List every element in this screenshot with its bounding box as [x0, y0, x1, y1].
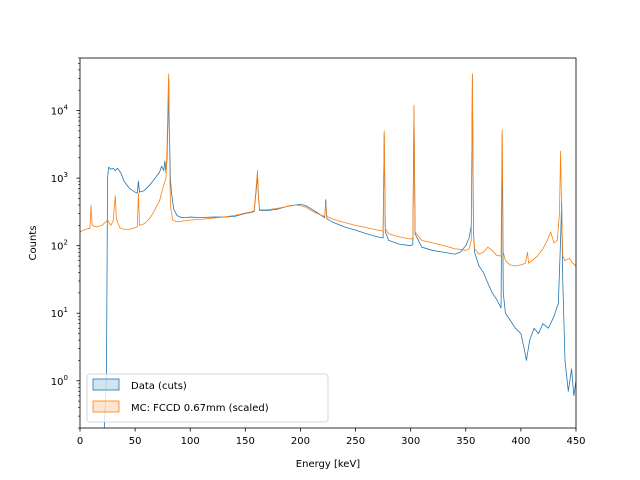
x-tick-label: 300: [401, 436, 420, 447]
x-tick-label: 400: [511, 436, 530, 447]
x-tick-label: 450: [566, 436, 585, 447]
x-tick-label: 100: [181, 436, 200, 447]
plot-series: [80, 73, 576, 428]
legend: Data (cuts) MC: FCCD 0.67mm (scaled): [86, 373, 329, 423]
legend-label-mc: MC: FCCD 0.67mm (scaled): [131, 403, 269, 414]
series-mc-line: [80, 73, 576, 267]
x-axis-label: Energy [keV]: [296, 459, 361, 470]
x-tick-label: 50: [129, 436, 142, 447]
legend-swatch-mc: [92, 400, 120, 413]
x-axis-ticks: 0 50 100 150 200 250 300 350 400 450: [77, 428, 586, 447]
legend-swatch-data: [92, 378, 120, 391]
plot-frame: [79, 57, 577, 429]
x-tick-label: 0: [77, 436, 83, 447]
x-tick-label: 150: [236, 436, 255, 447]
legend-label-data: Data (cuts): [131, 381, 187, 392]
x-tick-label: 200: [291, 436, 310, 447]
x-tick-label: 250: [346, 436, 365, 447]
y-axis-label: Counts: [28, 226, 39, 261]
x-tick-label: 350: [456, 436, 475, 447]
legend-frame: [86, 373, 329, 423]
